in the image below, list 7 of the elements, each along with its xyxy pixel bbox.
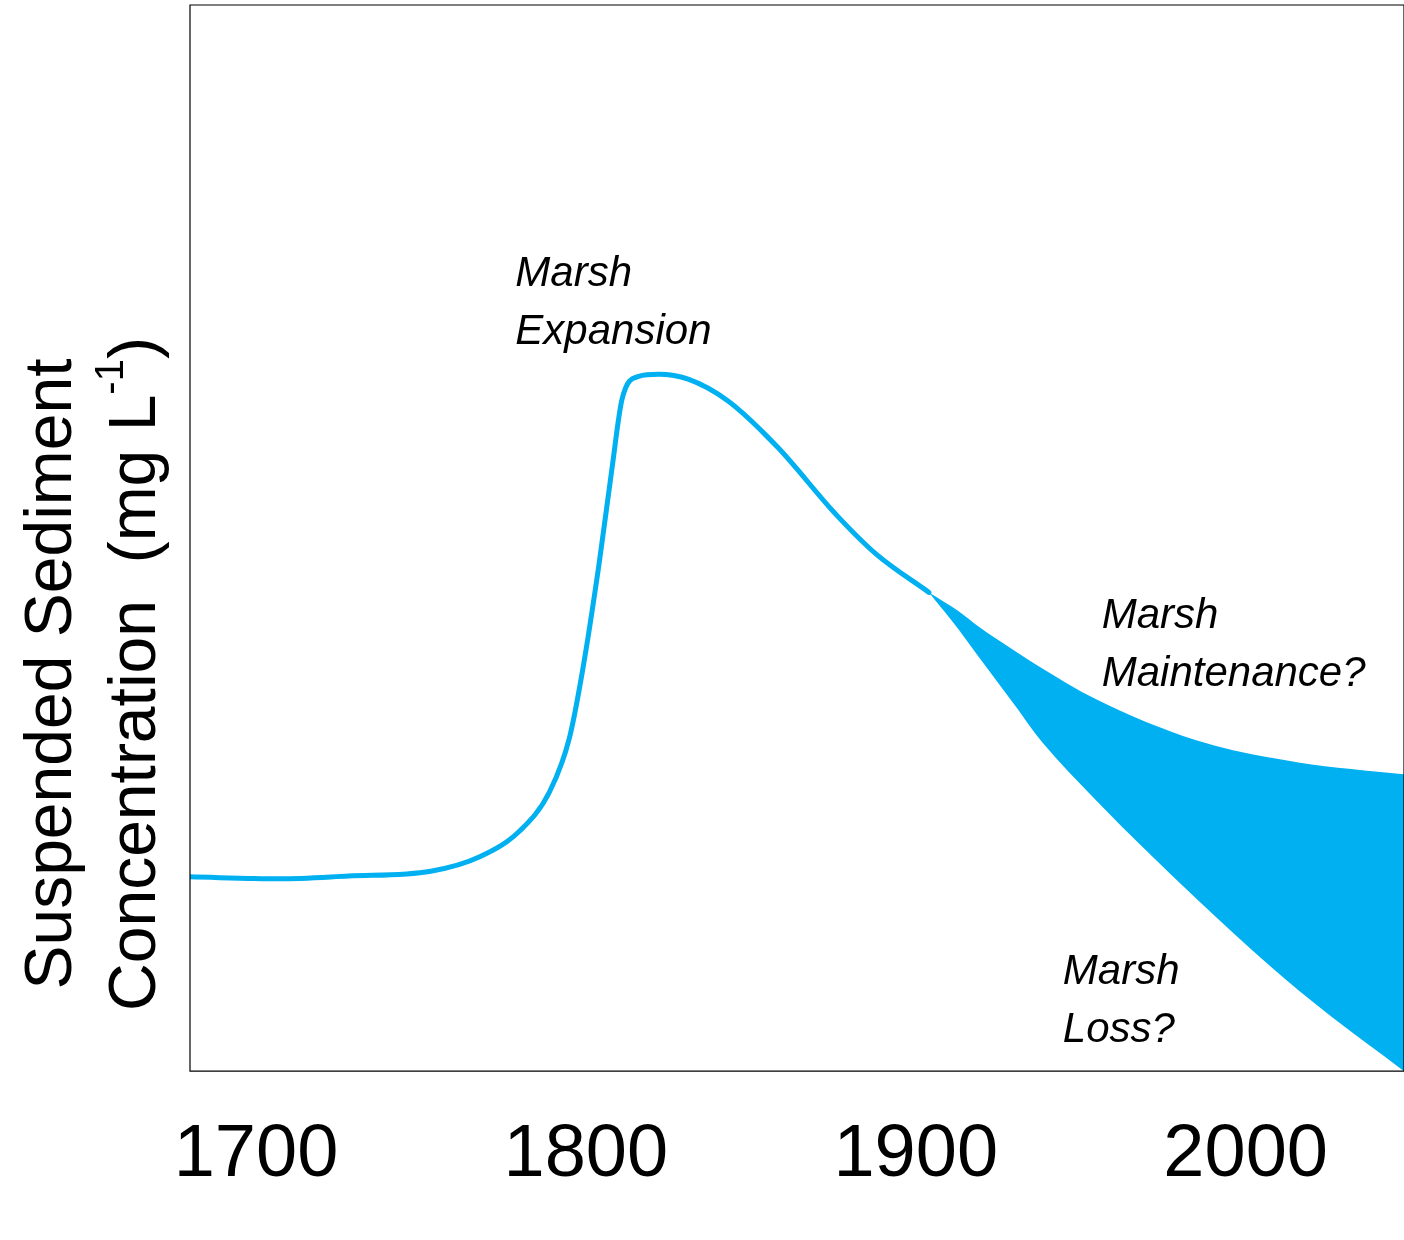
- x-tick-label: 1800: [503, 1109, 669, 1193]
- x-tick-label: 1900: [833, 1109, 999, 1193]
- annotation: Marsh Maintenance?: [1101, 589, 1367, 695]
- x-tick-label: 1700: [173, 1109, 339, 1193]
- x-tick-label: 2000: [1163, 1109, 1328, 1193]
- annotation: Marsh Loss?: [1062, 945, 1180, 1051]
- text: Marsh Expansion: [515, 248, 712, 354]
